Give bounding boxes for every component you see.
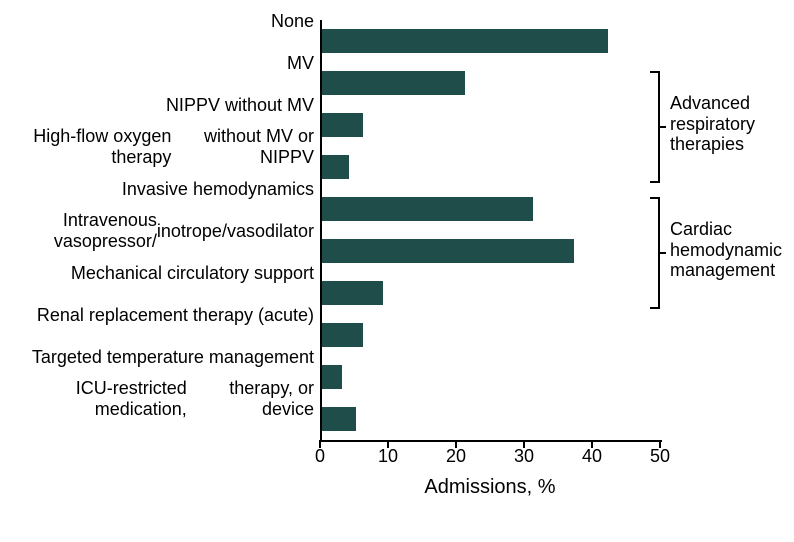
bar xyxy=(322,197,533,221)
group-label-line: Cardiac xyxy=(670,219,732,239)
group-label: Cardiachemodynamicmanagement xyxy=(670,219,790,281)
bar-label-line: MV xyxy=(287,53,314,74)
bar-label-line: Mechanical circulatory support xyxy=(71,263,314,284)
bar xyxy=(322,281,383,305)
x-tick-label: 30 xyxy=(514,446,534,467)
bar-label: Targeted temperature management xyxy=(0,335,320,379)
bar-label: Invasive hemodynamics xyxy=(0,167,320,211)
bar-label-line: Targeted temperature management xyxy=(32,347,314,368)
bar-label: ICU-restricted medication,therapy, or de… xyxy=(0,377,320,421)
plot-area xyxy=(320,20,662,442)
group-bracket-nub xyxy=(658,252,666,254)
x-tick-label: 20 xyxy=(446,446,466,467)
group-label-line: Advanced xyxy=(670,93,750,113)
group-bracket-nub xyxy=(658,126,666,128)
bar-label-line: Renal replacement therapy (acute) xyxy=(37,305,314,326)
x-tick-label: 10 xyxy=(378,446,398,467)
bar-label-line: inotrope/vasodilator xyxy=(157,221,314,242)
group-label: Advancedrespiratorytherapies xyxy=(670,93,790,155)
bar xyxy=(322,29,608,53)
bar-label-line: therapy, or device xyxy=(187,378,314,419)
bar xyxy=(322,365,342,389)
bar-label-line: Intravenous vasopressor/ xyxy=(0,210,157,251)
bar-label-line: without MV or NIPPV xyxy=(171,126,314,167)
group-label-line: management xyxy=(670,260,775,280)
bar-label: None xyxy=(0,0,320,43)
admissions-bar-chart: None MV NIPPV without MV High-flow oxygen t… xyxy=(0,0,794,542)
group-bracket xyxy=(650,71,660,183)
x-tick-label: 50 xyxy=(650,446,670,467)
bar-label: MV xyxy=(0,41,320,85)
bar xyxy=(322,113,363,137)
y-axis-labels: None MV NIPPV without MV High-flow oxygen t… xyxy=(0,0,320,440)
bar-label-line: ICU-restricted medication, xyxy=(0,378,187,419)
x-axis-label: Admissions, % xyxy=(390,476,590,499)
x-tick-label: 0 xyxy=(315,446,325,467)
bar-label-line: Invasive hemodynamics xyxy=(122,179,314,200)
group-label-line: respiratory xyxy=(670,114,755,134)
bar-label: Mechanical circulatory support xyxy=(0,251,320,295)
bar-label: NIPPV without MV xyxy=(0,83,320,127)
bar-label: Renal replacement therapy (acute) xyxy=(0,293,320,337)
bar-label-line: NIPPV without MV xyxy=(166,95,314,116)
bar-label: High-flow oxygen therapywithout MV or NI… xyxy=(0,125,320,169)
bar xyxy=(322,407,356,431)
bar-label: Intravenous vasopressor/inotrope/vasodil… xyxy=(0,209,320,253)
bar-label-line: None xyxy=(271,11,314,32)
bar xyxy=(322,323,363,347)
bar xyxy=(322,155,349,179)
x-tick-label: 40 xyxy=(582,446,602,467)
group-label-line: hemodynamic xyxy=(670,240,782,260)
bar xyxy=(322,239,574,263)
group-label-line: therapies xyxy=(670,134,744,154)
group-bracket xyxy=(650,197,660,309)
bar-label-line: High-flow oxygen therapy xyxy=(0,126,171,167)
bar xyxy=(322,71,465,95)
